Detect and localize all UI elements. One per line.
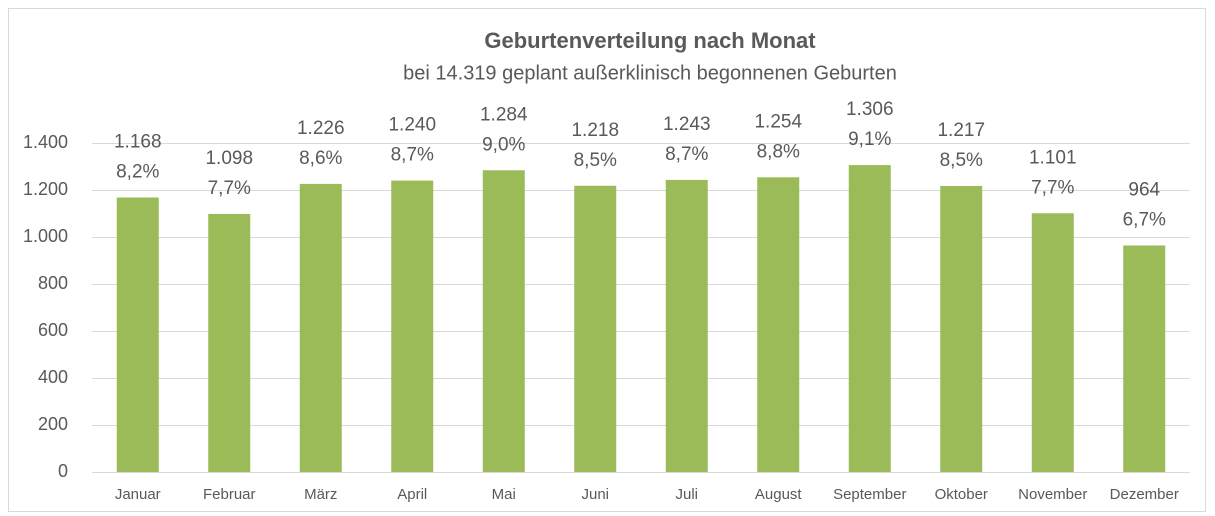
- data-label: 1.218: [571, 120, 619, 141]
- x-tick-label: Mai: [492, 486, 516, 503]
- chart-title: Geburtenverteilung nach Monat: [484, 28, 816, 53]
- share-label: 8,2%: [116, 162, 159, 183]
- share-label: 6,7%: [1123, 209, 1166, 230]
- x-tick-label: Dezember: [1110, 486, 1179, 503]
- x-tick-label: Juli: [675, 486, 698, 503]
- x-tick-label: März: [304, 486, 337, 503]
- bar: [482, 170, 525, 472]
- bar: [116, 197, 159, 472]
- chart-subtitle: bei 14.319 geplant außerklinisch begonne…: [403, 62, 897, 84]
- y-tick-label: 400: [38, 367, 68, 387]
- data-label: 1.284: [480, 104, 528, 125]
- share-label: 9,0%: [482, 134, 525, 155]
- x-tick-label: Oktober: [935, 486, 988, 503]
- x-tick-label: September: [833, 486, 906, 503]
- data-label: 1.306: [846, 99, 894, 120]
- data-label: 1.226: [297, 118, 345, 139]
- bar: [208, 213, 251, 472]
- x-tick-label: August: [755, 486, 803, 503]
- share-label: 8,8%: [757, 141, 800, 162]
- data-label: 1.217: [937, 120, 985, 141]
- y-tick-label: 1.200: [23, 179, 68, 199]
- y-tick-label: 1.400: [23, 132, 68, 152]
- y-tick-label: 600: [38, 320, 68, 340]
- bar: [665, 179, 708, 472]
- x-tick-label: Januar: [115, 486, 161, 503]
- x-tick-label: November: [1018, 486, 1087, 503]
- share-label: 8,6%: [299, 148, 342, 169]
- data-label: 1.243: [663, 114, 711, 135]
- y-tick-label: 0: [58, 461, 68, 481]
- bar: [848, 165, 891, 472]
- data-label: 964: [1128, 179, 1160, 200]
- share-label: 7,7%: [1031, 177, 1074, 198]
- x-tick-label: Februar: [203, 486, 256, 503]
- share-label: 9,1%: [848, 129, 891, 150]
- y-tick-label: 200: [38, 414, 68, 434]
- y-tick-label: 800: [38, 273, 68, 293]
- share-label: 7,7%: [208, 178, 251, 199]
- bar: [1123, 245, 1166, 472]
- bar: [940, 186, 983, 472]
- share-label: 8,5%: [940, 150, 983, 171]
- bar: [299, 183, 342, 472]
- bar: [757, 177, 800, 472]
- data-label: 1.254: [754, 111, 802, 132]
- y-tick-label: 1.000: [23, 226, 68, 246]
- data-label: 1.098: [205, 148, 253, 169]
- share-label: 8,7%: [391, 145, 434, 166]
- bar: [391, 180, 434, 472]
- data-label: 1.101: [1029, 147, 1077, 168]
- share-label: 8,5%: [574, 150, 617, 171]
- data-label: 1.240: [388, 115, 436, 136]
- data-label: 1.168: [114, 132, 162, 153]
- bar: [574, 185, 617, 472]
- share-label: 8,7%: [665, 144, 708, 165]
- bar: [1031, 213, 1074, 472]
- x-tick-label: April: [397, 486, 427, 503]
- x-tick-label: Juni: [581, 486, 609, 503]
